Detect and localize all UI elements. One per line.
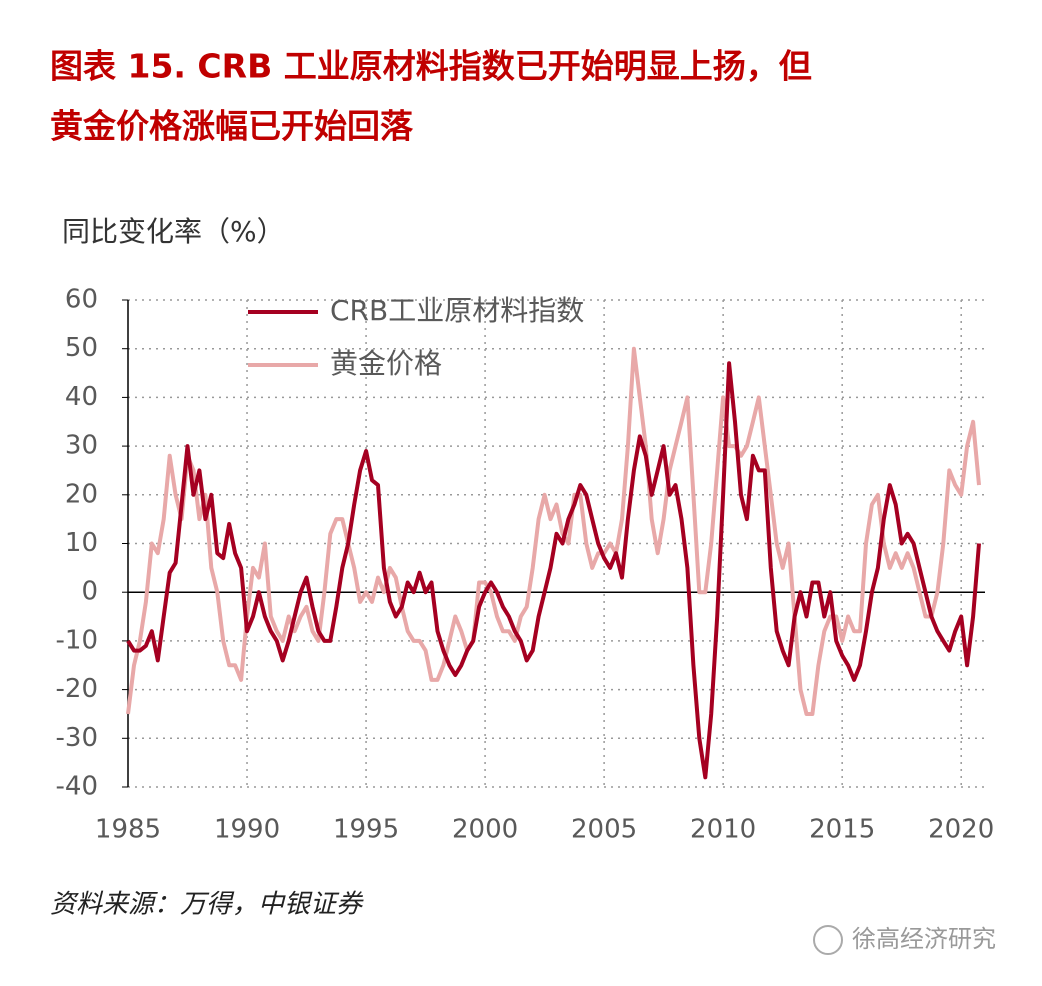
y-tick-label: 60 bbox=[65, 285, 98, 315]
y-tick-label: 0 bbox=[81, 577, 98, 607]
x-tick-label: 2005 bbox=[571, 815, 637, 845]
x-tick-label: 1990 bbox=[214, 815, 280, 845]
x-tick-label: 2000 bbox=[452, 815, 518, 845]
legend-label: 黄金价格 bbox=[330, 347, 442, 380]
chart-title: 图表 15. CRB 工业原材料指数已开始明显上扬，但 bbox=[50, 47, 812, 86]
legend-label: CRB工业原材料指数 bbox=[330, 294, 584, 327]
x-tick-label: 1985 bbox=[95, 815, 161, 845]
y-axis-label: 同比变化率（%） bbox=[62, 215, 285, 248]
y-tick-label: -40 bbox=[56, 772, 98, 802]
watermark-icon bbox=[813, 925, 843, 955]
x-tick-label: 2020 bbox=[928, 815, 994, 845]
series-line bbox=[126, 361, 981, 780]
y-tick-label: -20 bbox=[56, 674, 98, 704]
x-tick-label: 2015 bbox=[809, 815, 875, 845]
source: 资料来源：万得，中银证券 bbox=[50, 890, 364, 920]
y-tick-label: -30 bbox=[56, 723, 98, 753]
x-tick-label: 1995 bbox=[333, 815, 399, 845]
chart-title: 黄金价格涨幅已开始回落 bbox=[50, 107, 414, 146]
y-tick-label: 50 bbox=[65, 333, 98, 363]
y-tick-label: 20 bbox=[65, 479, 98, 509]
y-tick-label: 40 bbox=[65, 382, 98, 412]
series-line bbox=[126, 346, 981, 716]
y-tick-label: 30 bbox=[65, 431, 98, 461]
y-tick-label: -10 bbox=[56, 625, 98, 655]
x-tick-label: 2010 bbox=[690, 815, 756, 845]
watermark: 徐高经济研究 bbox=[852, 925, 996, 953]
y-tick-label: 10 bbox=[65, 528, 98, 558]
